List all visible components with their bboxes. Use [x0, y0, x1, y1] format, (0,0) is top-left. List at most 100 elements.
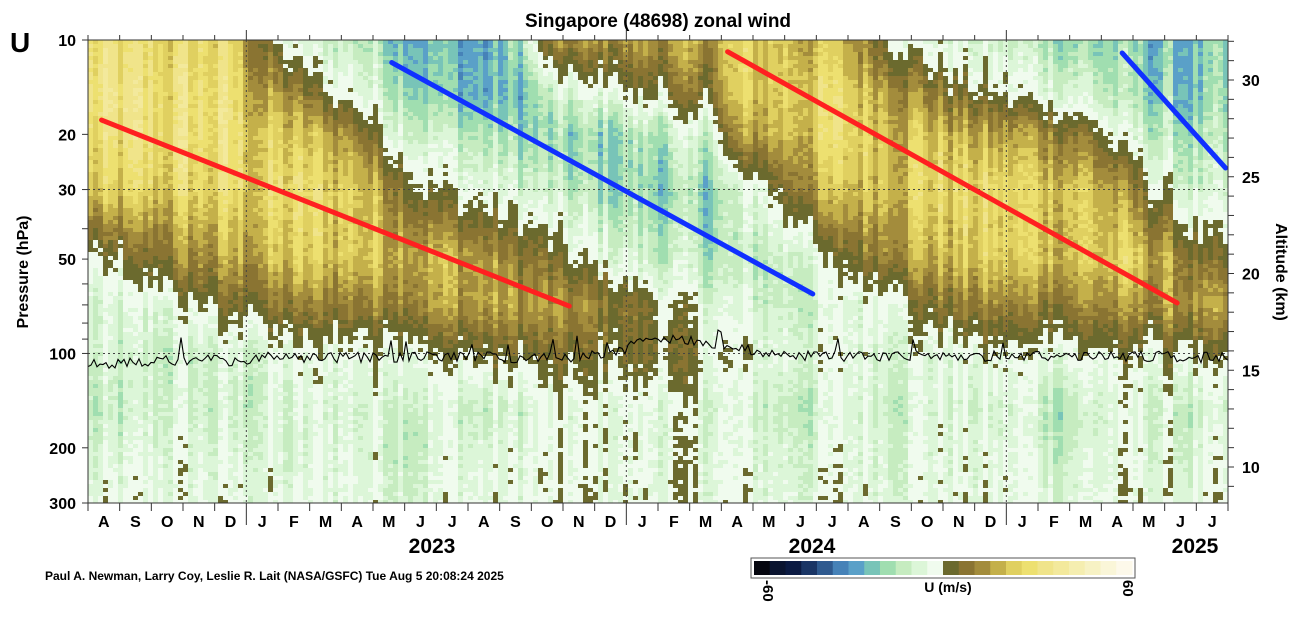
- heatmap-cell: [98, 44, 104, 49]
- heatmap-cell: [123, 384, 129, 389]
- heatmap-cell: [238, 268, 244, 273]
- heatmap-cell: [233, 180, 239, 185]
- heatmap-cell: [103, 88, 109, 93]
- heatmap-cell: [188, 348, 194, 353]
- heatmap-cell: [198, 84, 204, 89]
- heatmap-cell: [143, 304, 149, 309]
- heatmap-cell: [93, 432, 99, 437]
- panel-letter: U: [10, 27, 30, 58]
- heatmap-cell: [118, 168, 124, 173]
- heatmap-cell: [93, 320, 99, 325]
- heatmap-cell: [153, 272, 159, 277]
- heatmap-cell: [183, 56, 189, 61]
- heatmap-cell: [198, 100, 204, 105]
- heatmap-cell: [143, 104, 149, 109]
- heatmap-cell: [88, 376, 94, 381]
- heatmap-cell: [103, 460, 109, 465]
- heatmap-cell: [93, 480, 99, 485]
- heatmap-cell: [173, 140, 179, 145]
- heatmap-cell: [208, 440, 214, 445]
- heatmap-cell: [188, 56, 194, 61]
- heatmap-cell: [88, 484, 94, 489]
- heatmap-cell: [113, 212, 119, 217]
- heatmap-cell: [93, 460, 99, 465]
- heatmap-cell: [218, 452, 224, 457]
- heatmap-cell: [143, 452, 149, 457]
- heatmap-cell: [118, 292, 124, 297]
- heatmap-cell: [188, 296, 194, 301]
- heatmap-cell: [113, 368, 119, 373]
- heatmap-cell: [118, 488, 124, 493]
- heatmap-cell: [163, 152, 169, 157]
- heatmap-cell: [118, 44, 124, 49]
- heatmap-cell: [153, 204, 159, 209]
- heatmap-cell: [228, 284, 234, 289]
- heatmap-cell: [188, 252, 194, 257]
- heatmap-cell: [203, 372, 209, 377]
- heatmap-cell: [143, 116, 149, 121]
- heatmap-cell: [113, 188, 119, 193]
- heatmap-cell: [178, 484, 184, 489]
- heatmap-cell: [173, 88, 179, 93]
- heatmap-cell: [153, 352, 159, 357]
- heatmap-cell: [203, 80, 209, 85]
- heatmap-cell: [193, 92, 199, 97]
- heatmap-cell: [93, 444, 99, 449]
- heatmap-cell: [138, 84, 144, 89]
- heatmap-cell: [98, 296, 104, 301]
- heatmap-cell: [158, 420, 164, 425]
- heatmap-cell: [183, 180, 189, 185]
- heatmap-cell: [183, 40, 189, 45]
- heatmap-cell: [108, 164, 114, 169]
- heatmap-cell: [148, 448, 154, 453]
- heatmap-cell: [138, 68, 144, 73]
- heatmap-cell: [103, 204, 109, 209]
- heatmap-cell: [118, 132, 124, 137]
- heatmap-cell: [203, 428, 209, 433]
- heatmap-cell: [118, 196, 124, 201]
- heatmap-cell: [168, 228, 174, 233]
- heatmap-cell: [133, 460, 139, 465]
- heatmap-cell: [228, 408, 234, 413]
- heatmap-cell: [98, 416, 104, 421]
- heatmap-cell: [163, 384, 169, 389]
- heatmap-cell: [153, 304, 159, 309]
- heatmap-cell: [93, 288, 99, 293]
- heatmap-cell: [143, 356, 149, 361]
- heatmap-cell: [168, 348, 174, 353]
- heatmap-cell: [223, 96, 229, 101]
- heatmap-cell: [168, 240, 174, 245]
- heatmap-cell: [173, 220, 179, 225]
- heatmap-cell: [228, 256, 234, 261]
- heatmap-cell: [193, 104, 199, 109]
- heatmap-cell: [138, 472, 144, 477]
- heatmap-cell: [238, 384, 244, 389]
- heatmap-cell: [238, 308, 244, 313]
- heatmap-cell: [133, 72, 139, 77]
- heatmap-cell: [188, 364, 194, 369]
- heatmap-cell: [98, 408, 104, 413]
- heatmap-cell: [233, 76, 239, 81]
- heatmap-cell: [108, 384, 114, 389]
- heatmap-cell: [208, 244, 214, 249]
- heatmap-cell: [133, 440, 139, 445]
- heatmap-cell: [103, 292, 109, 297]
- heatmap-cell: [88, 404, 94, 409]
- heatmap-cell: [133, 312, 139, 317]
- heatmap-cell: [193, 436, 199, 441]
- heatmap-cell: [213, 320, 219, 325]
- heatmap-cell: [118, 476, 124, 481]
- heatmap-cell: [93, 236, 99, 241]
- heatmap-cell: [103, 76, 109, 81]
- heatmap-cell: [213, 428, 219, 433]
- heatmap-cell: [168, 352, 174, 357]
- heatmap-cell: [98, 80, 104, 85]
- heatmap-cell: [213, 144, 219, 149]
- heatmap-cell: [138, 428, 144, 433]
- heatmap-cell: [98, 400, 104, 405]
- heatmap-cell: [108, 316, 114, 321]
- heatmap-cell: [98, 448, 104, 453]
- heatmap-cell: [193, 332, 199, 337]
- heatmap-cell: [123, 372, 129, 377]
- heatmap-cell: [198, 48, 204, 53]
